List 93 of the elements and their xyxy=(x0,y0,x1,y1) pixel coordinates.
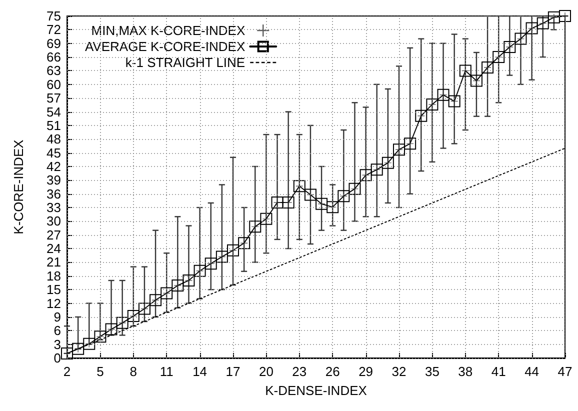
point xyxy=(127,310,140,322)
y-tick-label: 18 xyxy=(46,268,61,284)
x-tick-label: 23 xyxy=(292,364,307,379)
y-tick-label: 57 xyxy=(46,90,61,106)
y-tick-label: 30 xyxy=(46,214,61,229)
point xyxy=(548,11,560,24)
x-tick-label: 38 xyxy=(458,364,473,379)
point xyxy=(160,287,173,300)
point xyxy=(105,323,118,336)
point xyxy=(338,190,350,202)
point xyxy=(415,110,428,122)
point xyxy=(316,198,328,210)
point xyxy=(271,196,284,209)
point xyxy=(72,342,84,355)
point xyxy=(482,62,494,74)
x-tick-label: 5 xyxy=(96,364,104,379)
y-tick-label: 36 xyxy=(46,186,61,202)
x-tick-label: 2 xyxy=(63,364,71,379)
y-tick-label: 75 xyxy=(46,8,61,24)
point xyxy=(138,302,150,315)
y-tick-label: 45 xyxy=(46,145,61,160)
x-tick-label: 17 xyxy=(226,364,240,379)
point xyxy=(559,10,571,22)
y-axis-title: K-CORE-INDEX xyxy=(11,139,26,234)
x-tick-label: 20 xyxy=(258,364,274,379)
legend-label: AVERAGE K-CORE-INDEX xyxy=(84,39,246,54)
point xyxy=(514,32,527,45)
point xyxy=(293,180,306,192)
point xyxy=(227,244,239,256)
point xyxy=(360,169,372,182)
x-tick-label: 14 xyxy=(192,364,208,379)
point xyxy=(370,164,383,176)
legend-label: MIN,MAX K-CORE-INDEX xyxy=(91,23,246,38)
y-tick-label: 63 xyxy=(46,63,61,78)
y-tick-label: 6 xyxy=(54,323,61,338)
point xyxy=(426,98,438,110)
point xyxy=(172,279,184,292)
y-tick-label: 51 xyxy=(46,118,61,133)
x-tick-label: 29 xyxy=(358,364,374,379)
y-tick-label: 39 xyxy=(46,172,61,188)
point xyxy=(216,250,228,263)
point xyxy=(382,156,394,169)
point xyxy=(326,201,339,214)
x-axis-title: K-DENSE-INDEX xyxy=(265,383,368,398)
point xyxy=(182,274,195,286)
x-tick-label: 32 xyxy=(392,364,406,379)
point xyxy=(94,330,106,343)
point xyxy=(526,22,538,34)
point xyxy=(348,182,361,195)
point xyxy=(61,347,73,360)
y-tick-label: 69 xyxy=(46,36,61,51)
point xyxy=(83,338,96,350)
point xyxy=(536,17,549,30)
y-tick-label: 48 xyxy=(46,132,61,147)
y-tick-label: 12 xyxy=(46,296,61,311)
y-tick-label: 66 xyxy=(46,50,61,65)
x-tick-label: 8 xyxy=(130,364,138,379)
point xyxy=(150,294,162,306)
point xyxy=(504,41,516,54)
x-tick-label: 35 xyxy=(424,364,440,379)
y-tick-label: 42 xyxy=(46,158,61,174)
x-tick-label: 44 xyxy=(524,364,540,379)
y-tick-label: 15 xyxy=(46,282,61,298)
y-tick-label: 27 xyxy=(46,227,61,242)
y-tick-label: 21 xyxy=(46,254,61,270)
y-tick-label: 9 xyxy=(54,309,61,324)
y-tick-label: 3 xyxy=(54,336,61,352)
x-tick-label: 11 xyxy=(160,364,174,379)
point xyxy=(116,316,128,329)
point xyxy=(204,258,217,270)
point xyxy=(404,138,416,150)
y-tick-label: 60 xyxy=(46,76,61,92)
y-tick-label: 0 xyxy=(54,350,61,366)
y-tick-label: 54 xyxy=(46,104,61,120)
point xyxy=(260,212,272,225)
point xyxy=(282,196,294,209)
point xyxy=(459,64,472,77)
point xyxy=(194,264,206,277)
y-tick-label: 72 xyxy=(46,22,61,38)
point xyxy=(448,95,460,108)
y-tick-label: 33 xyxy=(46,200,61,216)
point xyxy=(470,74,482,87)
point xyxy=(238,237,250,250)
x-tick-label: 41 xyxy=(491,364,506,379)
point xyxy=(393,144,405,156)
legend-label: k-1 STRAIGHT LINE xyxy=(125,55,246,70)
x-tick-label: 47 xyxy=(558,364,572,379)
point xyxy=(492,51,505,64)
y-tick-label: 24 xyxy=(46,241,61,256)
point xyxy=(437,88,450,101)
point xyxy=(249,220,262,233)
point xyxy=(304,188,316,201)
x-tick-label: 26 xyxy=(325,364,340,379)
